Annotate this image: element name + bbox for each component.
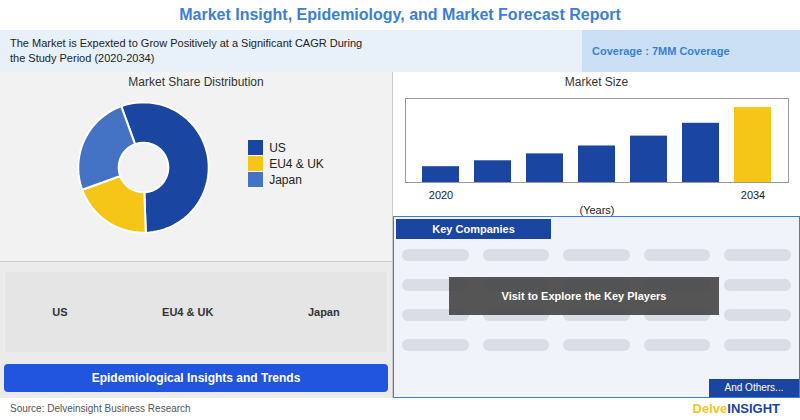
html-text:Source: Delveinsight Business: Source: Delveinsight Business Research	[10, 403, 191, 414]
svg-text:2034: 2034	[741, 189, 765, 201]
html-text:And Others...: And Others...	[724, 382, 784, 393]
html-text:Epidemiological Insights and T: Epidemiological Insights and Trends	[91, 371, 301, 385]
html-text:Japan: Japan	[269, 172, 302, 187]
html-text:Market Insight, Epidemiology,: Market Insight, Epidemiology, and Market…	[179, 6, 621, 23]
html-text:Market Size: Market Size	[564, 75, 629, 89]
html-text:EU4 & UK: EU4 & UK	[269, 156, 324, 171]
svg-text:(Years): (Years)	[579, 204, 614, 216]
html-text:Market Share Distribution: Market Share Distribution	[128, 75, 264, 89]
html-text:US: US	[269, 140, 286, 155]
html-text:Key Companies: Key Companies	[432, 223, 515, 235]
html-text:US: US	[52, 306, 68, 318]
html-text:EU4 & UK: EU4 & UK	[162, 306, 214, 318]
html-text:The Market is Expexted to Grow: The Market is Expexted to Grow Positivel…	[10, 37, 363, 49]
html-text:Delve INSIGHT: Delve INSIGHT	[692, 401, 780, 416]
svg-text:2020: 2020	[429, 189, 453, 201]
html-text:Visit to Explore the Key Playe: Visit to Explore the Key Players	[501, 290, 667, 302]
html-text:Coverage : 7MM Coverage: Coverage : 7MM Coverage	[592, 45, 730, 57]
html-text:the Study Period (2020-2034): the Study Period (2020-2034)	[10, 52, 155, 64]
html-text:Japan: Japan	[307, 306, 340, 318]
